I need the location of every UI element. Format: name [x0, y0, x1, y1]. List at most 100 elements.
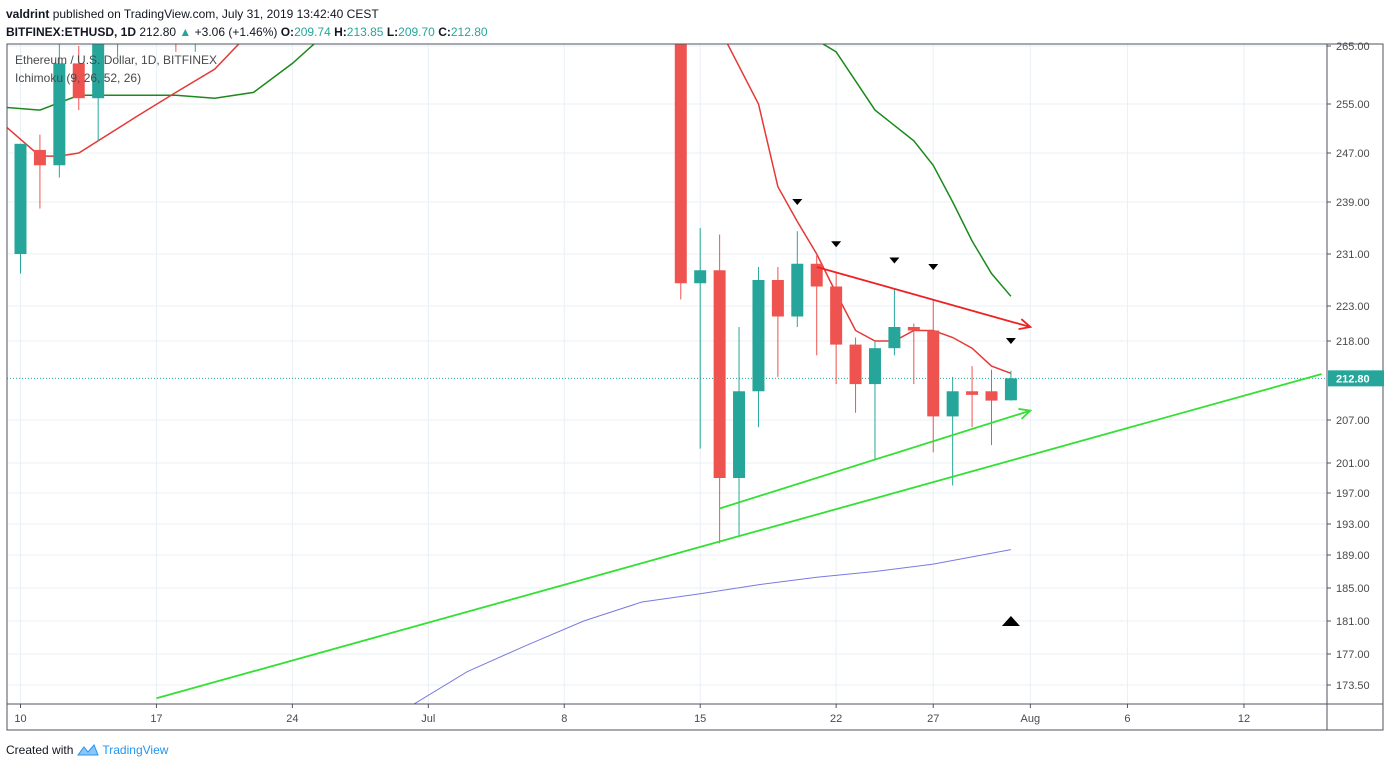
candle-up — [946, 376, 959, 486]
time-tick-label: 24 — [286, 713, 298, 725]
time-tick-label: 17 — [150, 713, 162, 725]
trendline-arrowhead — [1018, 318, 1033, 330]
moving-average-path — [413, 549, 1011, 704]
time-tick-label: 22 — [830, 713, 842, 725]
candle-down — [771, 267, 784, 377]
high-label: H: — [334, 25, 347, 39]
trendline-path — [816, 266, 1031, 328]
trendlines — [156, 266, 1322, 700]
candle-down — [674, 44, 687, 300]
candle-up — [868, 341, 881, 460]
axes: 265.00 255.00 247.00 239.00 231.00 223.00 218.… — [6, 41, 1384, 731]
symbol-label: BITFINEX:ETHUSD, 1D — [6, 25, 137, 39]
marker-triangle-up — [1001, 616, 1020, 626]
price-tick-label: 181.00 — [1336, 616, 1370, 628]
marker-triangle-down — [1005, 338, 1016, 344]
indicator-legend: Ichimoku (9, 26, 52, 26) — [15, 71, 142, 85]
base-line-path — [7, 44, 1012, 297]
time-tick-label: 12 — [1238, 713, 1250, 725]
time-tick-label: Jul — [421, 713, 435, 725]
candle-down — [810, 254, 823, 356]
footer: Created with TradingView — [6, 741, 168, 759]
price-tick-label: 201.00 — [1336, 458, 1370, 470]
candle-up — [888, 289, 901, 356]
candle-up — [53, 44, 66, 178]
price-tick-label: 207.00 — [1336, 415, 1370, 427]
ichimoku-lines — [7, 44, 1012, 375]
candle-body — [33, 149, 46, 166]
price-tick-label: 185.00 — [1336, 583, 1370, 595]
candle-up — [1004, 370, 1017, 401]
candle-down — [907, 323, 920, 385]
moving-average-line — [413, 549, 1011, 704]
candle-up — [117, 44, 119, 58]
trendline-support-long — [156, 373, 1322, 700]
marker-triangle-down — [792, 199, 803, 205]
candle-up — [14, 143, 27, 274]
candle-body — [927, 330, 940, 417]
ohlc-line: BITFINEX:ETHUSD, 1D 212.80 ▲ +3.06 (+1.4… — [6, 23, 488, 41]
price-tick-label: 189.00 — [1336, 550, 1370, 562]
tradingview-logo-icon — [77, 744, 100, 756]
markers — [792, 199, 1020, 626]
price-tick-label: 247.00 — [1336, 148, 1370, 160]
price-tick-label: 231.00 — [1336, 249, 1370, 261]
marker-triangle-down — [928, 264, 939, 270]
candle-down — [72, 46, 85, 111]
open-label: O: — [280, 25, 295, 39]
publish-line: valdrint published on TradingView.com, J… — [6, 5, 488, 23]
tradingview-brand: TradingView — [102, 743, 169, 757]
time-tick-label: 8 — [561, 713, 567, 725]
author-name[interactable]: valdrint — [6, 7, 50, 21]
candle-body — [849, 344, 862, 385]
low-value: 209.70 — [398, 25, 435, 39]
candle-down — [713, 234, 726, 544]
candle-body — [72, 63, 85, 99]
candle-body — [985, 391, 998, 401]
candle-down — [985, 369, 998, 446]
candle-down — [849, 337, 862, 413]
price-tick-label: 197.00 — [1336, 488, 1370, 500]
time-tick-label: 15 — [694, 713, 706, 725]
candle-up — [694, 228, 707, 449]
candle-body — [7, 171, 8, 254]
candle-body — [92, 44, 105, 99]
time-tick-label: 27 — [927, 713, 939, 725]
candle-down — [830, 273, 843, 385]
price-tick-label: 177.00 — [1336, 649, 1370, 661]
candle-up — [752, 267, 765, 428]
candle-body — [791, 263, 804, 317]
candle-body — [694, 270, 707, 284]
triangle-up-icon: ▲ — [179, 25, 192, 39]
candle-down — [927, 299, 940, 453]
candle-down — [33, 134, 46, 209]
tradingview-link[interactable]: TradingView — [77, 741, 168, 759]
candle-body — [752, 280, 765, 392]
candle-down — [7, 171, 8, 254]
candle-body — [907, 327, 920, 331]
trendline-arrowhead — [1018, 408, 1033, 420]
candle-body — [888, 327, 901, 349]
candle-body — [53, 63, 66, 166]
candle-up — [92, 44, 105, 141]
published-text: published on TradingView.com, July 31, 2… — [52, 7, 379, 21]
price-tick-label: 193.00 — [1336, 519, 1370, 531]
high-value: 213.85 — [346, 25, 384, 39]
candle-down — [966, 366, 979, 428]
close-value: 212.80 — [450, 25, 488, 39]
open-value: 209.74 — [294, 25, 331, 39]
created-with-text: Created with — [6, 743, 74, 757]
candle-body — [830, 286, 843, 345]
last-price-badge — [1328, 370, 1384, 387]
candle-body — [966, 391, 979, 395]
marker-triangle-down — [831, 241, 842, 248]
marker-triangle-down — [889, 257, 900, 264]
price-tick-label: 265.00 — [1336, 41, 1370, 53]
time-tick-label: Aug — [1021, 713, 1041, 725]
close-label: C: — [438, 25, 451, 39]
price-tick-label: 239.00 — [1336, 197, 1370, 209]
candles — [7, 44, 1017, 544]
trendline-resistance — [816, 266, 1033, 330]
chart-frame — [6, 43, 1384, 731]
